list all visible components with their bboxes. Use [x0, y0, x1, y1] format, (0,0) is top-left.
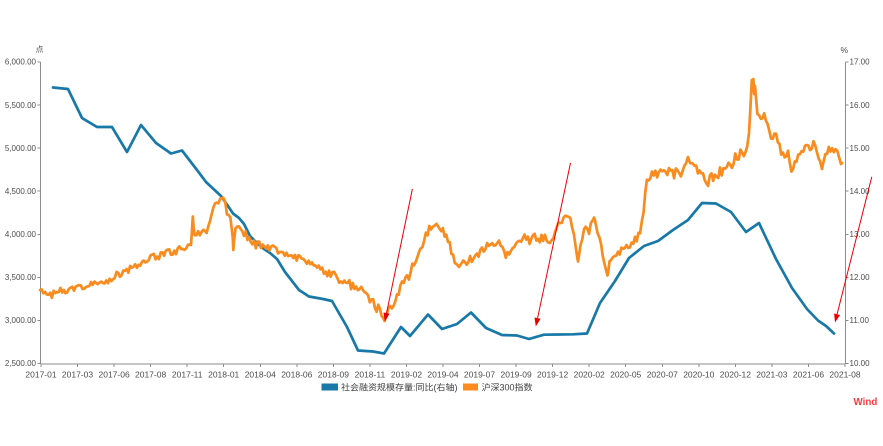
- svg-text:2019-12: 2019-12: [537, 370, 568, 380]
- svg-text:2018-09: 2018-09: [318, 370, 349, 380]
- svg-text:2020-07: 2020-07: [647, 370, 678, 380]
- svg-text:4,000.00: 4,000.00: [5, 230, 37, 239]
- svg-text:14.00: 14.00: [850, 187, 871, 196]
- svg-text:2,500.00: 2,500.00: [5, 359, 37, 368]
- svg-text:2018-01: 2018-01: [208, 370, 239, 380]
- svg-text:(: (: [434, 383, 437, 393]
- svg-text:%: %: [841, 45, 849, 55]
- svg-text:2021-03: 2021-03: [756, 370, 787, 380]
- svg-text:15.00: 15.00: [850, 144, 871, 153]
- svg-text:300: 300: [500, 383, 515, 393]
- svg-text:2017-03: 2017-03: [62, 370, 93, 380]
- svg-text:2020-10: 2020-10: [683, 370, 714, 380]
- svg-text:17.00: 17.00: [850, 58, 871, 67]
- svg-text:2018-06: 2018-06: [281, 370, 312, 380]
- svg-text:5,500.00: 5,500.00: [5, 101, 37, 110]
- svg-text:3,000.00: 3,000.00: [5, 316, 37, 325]
- svg-text:6,000.00: 6,000.00: [5, 58, 37, 67]
- svg-text:): ): [455, 383, 458, 393]
- svg-text:2017-11: 2017-11: [172, 370, 203, 380]
- svg-text:2020-05: 2020-05: [610, 370, 641, 380]
- svg-text:4,500.00: 4,500.00: [5, 187, 37, 196]
- svg-text:12.00: 12.00: [850, 273, 871, 282]
- svg-text:2019-07: 2019-07: [464, 370, 495, 380]
- svg-text::: :: [413, 383, 416, 393]
- svg-text:2018-04: 2018-04: [245, 370, 276, 380]
- svg-text:16.00: 16.00: [850, 101, 871, 110]
- svg-text:2017-01: 2017-01: [25, 370, 56, 380]
- svg-text:10.00: 10.00: [850, 359, 871, 368]
- svg-text:11.00: 11.00: [850, 316, 870, 325]
- svg-text:2019-09: 2019-09: [500, 370, 531, 380]
- svg-text:3,500.00: 3,500.00: [5, 273, 37, 282]
- svg-text:2019-02: 2019-02: [391, 370, 422, 380]
- svg-text:13.00: 13.00: [850, 230, 871, 239]
- svg-text:2021-06: 2021-06: [793, 370, 824, 380]
- svg-text:2020-02: 2020-02: [574, 370, 605, 380]
- svg-text:2017-08: 2017-08: [135, 370, 166, 380]
- svg-text:Wind: Wind: [854, 397, 878, 408]
- svg-text:2020-12: 2020-12: [720, 370, 751, 380]
- svg-text:2019-04: 2019-04: [427, 370, 458, 380]
- svg-text:2018-11: 2018-11: [355, 370, 386, 380]
- svg-text:5,000.00: 5,000.00: [5, 144, 37, 153]
- svg-text:2017-06: 2017-06: [98, 370, 129, 380]
- svg-text:2021-08: 2021-08: [829, 370, 860, 380]
